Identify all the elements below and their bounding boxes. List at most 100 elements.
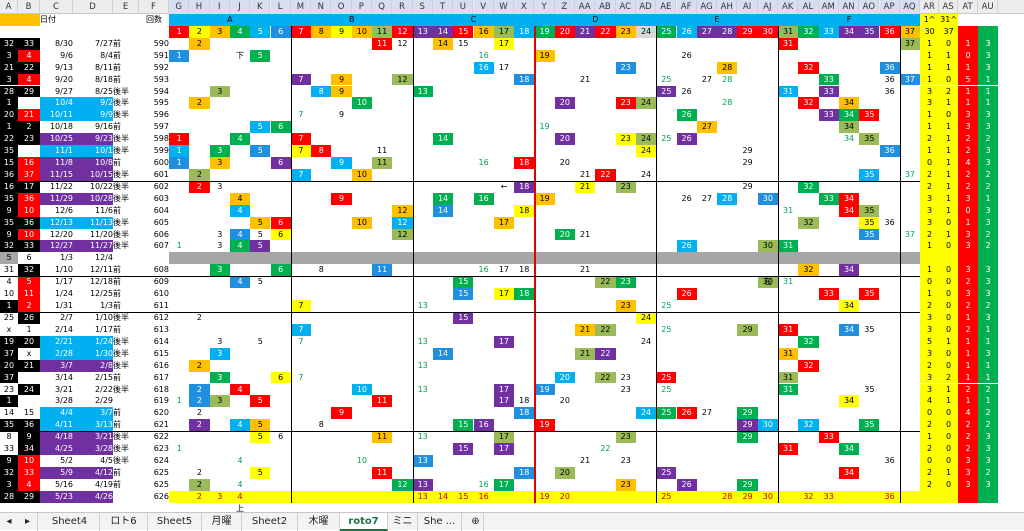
- summary-number[interactable]: 25: [656, 490, 677, 503]
- row-round-cell[interactable]: 625: [153, 479, 169, 489]
- row-a-cell[interactable]: 35: [0, 419, 18, 432]
- ar-cell[interactable]: 1: [920, 121, 940, 134]
- row-date-cell[interactable]: 1/17: [55, 277, 73, 287]
- number-hit-cell[interactable]: 37: [899, 37, 921, 50]
- number-hit-cell[interactable]: 5: [250, 145, 271, 157]
- number-hit-cell[interactable]: 30: [757, 240, 778, 253]
- number-hit-cell[interactable]: 34: [838, 192, 860, 205]
- ar-cell[interactable]: 0: [920, 407, 940, 420]
- summary-number[interactable]: 32: [798, 490, 819, 503]
- row-prev-date-cell[interactable]: 3/13: [73, 419, 113, 432]
- row-round-cell[interactable]: 614: [153, 336, 169, 346]
- row-date-cell[interactable]: 11/15: [40, 168, 73, 181]
- row-half-cell[interactable]: 後半: [113, 181, 129, 191]
- number-header-27[interactable]: 27: [696, 25, 718, 38]
- row-half-cell[interactable]: 後半: [113, 110, 129, 120]
- as-cell[interactable]: 1: [939, 335, 959, 348]
- at-cell[interactable]: 2: [958, 383, 979, 396]
- number-text-cell[interactable]: 16: [478, 158, 489, 168]
- number-hit-cell[interactable]: 18: [514, 407, 535, 420]
- number-hit-cell[interactable]: 26: [676, 478, 697, 491]
- row-date-cell[interactable]: 8/30: [55, 38, 73, 48]
- number-header-4[interactable]: 4: [229, 25, 251, 38]
- sheet-tab-4[interactable]: Sheet2: [242, 513, 298, 531]
- row-a-cell[interactable]: 36: [0, 168, 18, 181]
- number-hit-cell[interactable]: 5: [250, 240, 271, 253]
- number-hit-cell[interactable]: 17: [493, 383, 515, 396]
- number-text-cell[interactable]: 17: [498, 265, 510, 275]
- row-a-cell[interactable]: 9: [0, 228, 18, 241]
- number-hit-cell[interactable]: 20: [554, 371, 575, 384]
- au-cell[interactable]: 3: [978, 61, 999, 74]
- number-hit-cell[interactable]: 21: [575, 347, 596, 360]
- column-header-j[interactable]: J: [229, 0, 251, 14]
- au-cell[interactable]: 2: [978, 180, 999, 193]
- au-cell[interactable]: 2: [978, 466, 999, 479]
- row-half-cell[interactable]: 後半: [113, 336, 129, 346]
- number-hit-cell[interactable]: 32: [798, 216, 819, 229]
- row-a-cell[interactable]: 20: [0, 109, 18, 122]
- at-cell[interactable]: 1: [958, 61, 979, 74]
- au-cell[interactable]: 2: [978, 419, 999, 432]
- row-date-cell[interactable]: 11/29: [40, 192, 73, 205]
- row-round-cell[interactable]: 591: [153, 50, 169, 60]
- row-date-cell[interactable]: 4/18: [40, 431, 73, 444]
- number-hit-cell[interactable]: 26: [676, 133, 697, 146]
- row-b-cell[interactable]: 15: [23, 408, 35, 418]
- ar-cell[interactable]: 3: [920, 347, 940, 360]
- number-hit-cell[interactable]: 31: [778, 323, 799, 336]
- row-prev-date-cell[interactable]: 10/22: [89, 181, 113, 191]
- number-hit-cell[interactable]: 9: [331, 192, 352, 205]
- row-b-cell[interactable]: 24: [18, 383, 40, 396]
- number-text-cell[interactable]: 1: [176, 241, 182, 251]
- at-cell[interactable]: 2: [958, 443, 979, 455]
- au-cell[interactable]: 3: [978, 443, 999, 455]
- number-text-cell[interactable]: 16: [478, 479, 489, 489]
- column-header-u[interactable]: U: [453, 0, 474, 14]
- number-text-cell[interactable]: 18: [519, 396, 530, 406]
- number-hit-cell[interactable]: 3: [209, 157, 230, 169]
- number-text-cell[interactable]: 12: [397, 38, 408, 48]
- row-b-cell[interactable]: 6: [26, 253, 32, 263]
- row-b-cell[interactable]: 11: [18, 288, 40, 301]
- column-header-at[interactable]: AT: [958, 0, 979, 14]
- row-b-cell[interactable]: 20: [18, 335, 40, 348]
- row-prev-date-cell[interactable]: 10/1: [73, 145, 113, 157]
- as-cell[interactable]: 0: [939, 300, 959, 312]
- row-half-cell[interactable]: 後半: [113, 444, 129, 454]
- ar-cell[interactable]: [920, 490, 940, 503]
- number-hit-cell[interactable]: 7: [290, 133, 312, 146]
- as-header[interactable]: 37: [939, 25, 959, 38]
- number-hit-cell[interactable]: 32: [798, 359, 819, 372]
- au-cell[interactable]: 3: [978, 216, 999, 229]
- number-hit-cell[interactable]: 32: [798, 419, 819, 432]
- at-cell[interactable]: 3: [958, 228, 979, 241]
- ar-cell[interactable]: 5: [920, 335, 940, 348]
- number-hit-cell[interactable]: 9: [331, 157, 352, 169]
- row-prev-date-cell[interactable]: 8/25: [95, 86, 113, 96]
- at-cell[interactable]: 4: [958, 407, 979, 420]
- number-header-6[interactable]: 6: [270, 25, 291, 38]
- column-header-an[interactable]: AN: [838, 0, 860, 14]
- row-b-cell[interactable]: 10: [18, 455, 40, 467]
- row-date-cell[interactable]: 10/25: [40, 133, 73, 146]
- au-cell[interactable]: 3: [978, 145, 999, 157]
- au-cell[interactable]: 1: [978, 85, 999, 98]
- header-cell-b[interactable]: [18, 14, 40, 26]
- number-header-22[interactable]: 22: [595, 25, 616, 38]
- column-header-ab[interactable]: AB: [595, 0, 616, 14]
- column-header-a[interactable]: A: [0, 0, 18, 14]
- number-hit-cell[interactable]: 16: [473, 192, 494, 205]
- number-hit-cell[interactable]: 12: [392, 73, 413, 86]
- as-cell[interactable]: 1: [939, 228, 959, 241]
- row-half-cell[interactable]: 前: [113, 205, 121, 215]
- row-prev-date-cell[interactable]: 3/21: [73, 431, 113, 444]
- row-prev-date-cell[interactable]: 1/30: [73, 347, 113, 360]
- number-hit-cell[interactable]: 25: [656, 466, 677, 479]
- row-round-cell[interactable]: 623: [153, 444, 169, 454]
- tab-scroll-left-icon[interactable]: ◂: [6, 516, 12, 527]
- row-prev-date-cell[interactable]: 2/29: [95, 396, 113, 406]
- row-prev-date-cell[interactable]: 9/9: [73, 109, 113, 122]
- number-hit-cell[interactable]: 4: [229, 383, 251, 396]
- column-header-x[interactable]: X: [514, 0, 535, 14]
